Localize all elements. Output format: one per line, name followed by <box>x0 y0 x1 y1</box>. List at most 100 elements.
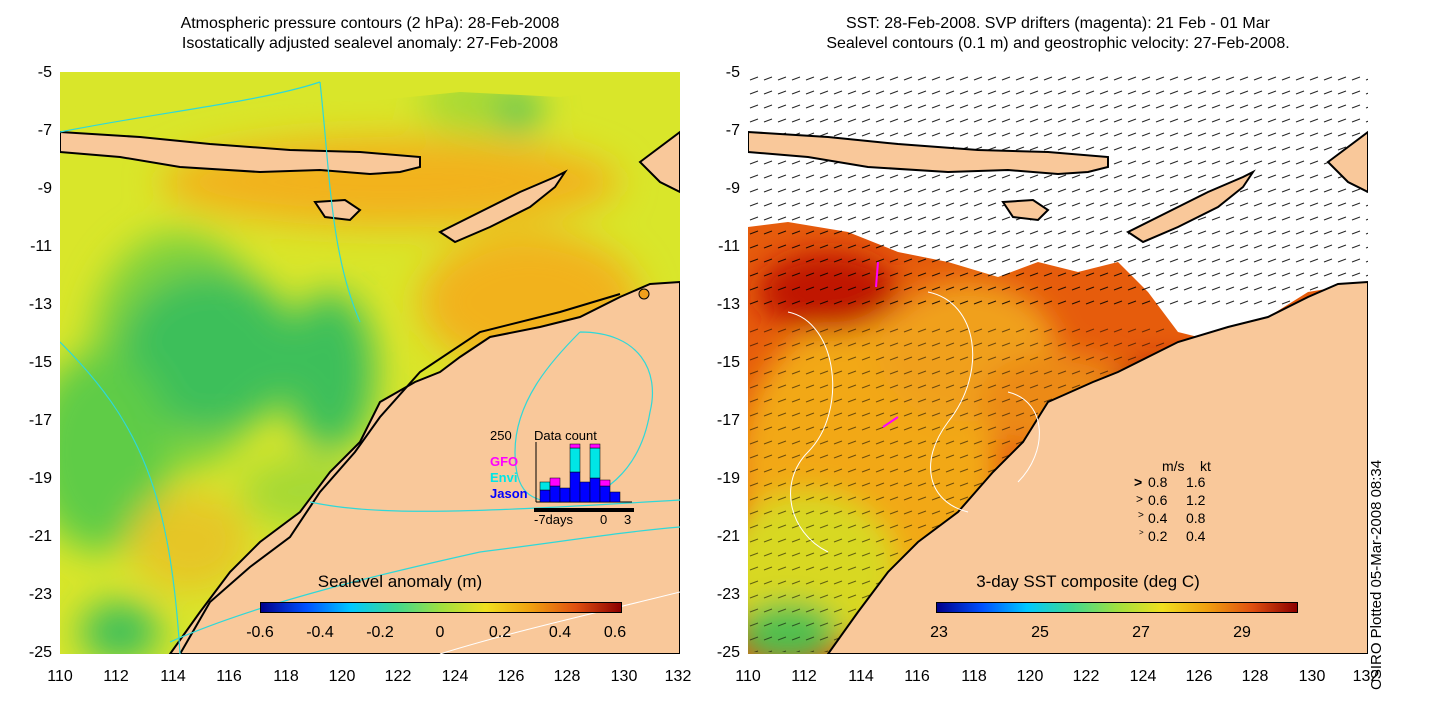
histogram-tick-end: 3 <box>624 512 632 527</box>
left-y-tick-9: -21 <box>28 528 52 545</box>
velocity-kt: 0.4 <box>1186 528 1206 544</box>
left-x-tick-3: 114 <box>160 668 186 685</box>
pressure-contour-5 <box>309 499 680 512</box>
left-map-title: Atmospheric pressure contours (2 hPa): 2… <box>60 14 680 54</box>
right-y-tick-7: -17 <box>716 412 740 429</box>
velocity-arrows-north <box>748 72 1368 312</box>
histogram-axis-band <box>534 508 634 512</box>
left-x-tick-5: 118 <box>273 668 299 685</box>
sealevel-contour-1 <box>787 311 834 553</box>
sla-tick-5: 0.2 <box>488 624 512 641</box>
right-y-tick-9: -21 <box>716 528 740 545</box>
pressure-contour-2 <box>319 81 361 323</box>
velocity-kt: 1.6 <box>1186 474 1206 490</box>
timor-island <box>438 169 568 244</box>
left-title-line2: Isostatically adjusted sealevel anomaly:… <box>181 35 559 52</box>
right-y-tick-8: -19 <box>716 470 740 487</box>
drifter-track-1 <box>875 261 879 288</box>
velocity-ms: 0.8 <box>1148 474 1168 490</box>
data-count-histogram <box>535 442 632 503</box>
left-y-tick-8: -19 <box>28 470 52 487</box>
histogram-tick-zero: 0 <box>600 512 608 527</box>
legend-gfo: GFO <box>490 454 519 469</box>
sealevel-contour-3 <box>1007 391 1040 483</box>
velocity-header-ms: m/s <box>1162 458 1185 474</box>
shelf-contour <box>179 293 621 654</box>
right-x-tick-9: 126 <box>1185 668 1213 685</box>
velocity-arrow-icon: > <box>1136 492 1144 506</box>
sealevel-contour-2 <box>927 291 974 513</box>
banda-islands <box>638 130 680 194</box>
data-count-max: 250 <box>490 428 512 443</box>
timor-island-sst <box>1126 169 1256 244</box>
left-y-tick-1: -5 <box>37 64 52 81</box>
right-map-title: SST: 28-Feb-2008. SVP drifters (magenta)… <box>748 14 1368 54</box>
sla-tick-6: 0.4 <box>548 624 572 641</box>
left-y-tick-6: -15 <box>28 354 52 371</box>
pressure-contour-1 <box>60 81 321 133</box>
sst-tick-4: 29 <box>1233 624 1251 641</box>
left-y-tick-10: -23 <box>28 586 52 603</box>
sla-tick-2: -0.4 <box>306 624 334 641</box>
pressure-contour-3 <box>60 341 181 654</box>
left-x-tick-11: 130 <box>610 668 638 685</box>
sla-tick-1: -0.6 <box>246 624 274 641</box>
right-y-tick-4: -11 <box>718 238 740 255</box>
legend-envi: Envi <box>490 470 518 485</box>
velocity-kt: 1.2 <box>1186 492 1206 508</box>
left-y-tick-11: -25 <box>28 644 52 661</box>
right-title-line1: SST: 28-Feb-2008. SVP drifters (magenta)… <box>846 15 1270 32</box>
pressure-contour-7 <box>439 591 680 654</box>
velocity-ms: 0.2 <box>1148 528 1168 544</box>
right-x-tick-4: 116 <box>904 668 930 685</box>
right-x-tick-11: 130 <box>1298 668 1326 685</box>
sealevel-map-svg <box>60 72 680 654</box>
right-x-tick-8: 124 <box>1129 668 1157 685</box>
left-x-tick-9: 126 <box>497 668 525 685</box>
right-x-tick-3: 114 <box>848 668 874 685</box>
left-title-line1: Atmospheric pressure contours (2 hPa): 2… <box>180 15 560 32</box>
australia-landmass-sst <box>826 280 1368 654</box>
island-marker <box>638 288 650 300</box>
velocity-arrow-icon: > <box>1138 510 1144 521</box>
sst-tick-1: 23 <box>930 624 948 641</box>
right-y-tick-3: -9 <box>725 180 740 197</box>
sst-map: m/s kt > 0.8 1.6 > 0.6 1.2 > 0.4 0.8 > 0… <box>748 72 1368 654</box>
left-x-tick-10: 128 <box>553 668 581 685</box>
australia-landmass <box>168 280 680 654</box>
velocity-arrow-icon: > <box>1134 474 1143 490</box>
sst-tick-3: 27 <box>1132 624 1150 641</box>
velocity-arrow-icon: > <box>1139 528 1144 537</box>
sst-colorbar-title: 3-day SST composite (deg C) <box>976 572 1200 591</box>
right-y-tick-5: -13 <box>716 296 740 313</box>
banda-islands-sst <box>1326 130 1368 194</box>
pressure-contour-6 <box>169 526 680 643</box>
sla-tick-7: 0.6 <box>603 624 627 641</box>
data-count-title: Data count <box>534 428 597 443</box>
right-y-tick-2: -7 <box>725 122 740 139</box>
left-x-tick-12: 132 <box>664 668 692 685</box>
sla-colorbar-title: Sealevel anomaly (m) <box>317 572 483 591</box>
left-y-tick-7: -17 <box>28 412 52 429</box>
right-y-tick-10: -23 <box>716 586 740 603</box>
velocity-header-kt: kt <box>1200 458 1211 474</box>
histogram-tick-start: -7days <box>534 512 574 527</box>
right-y-tick-11: -25 <box>716 644 740 661</box>
right-x-tick-5: 118 <box>961 668 987 685</box>
north-land-strip <box>60 72 680 107</box>
right-x-tick-10: 128 <box>1241 668 1269 685</box>
right-y-tick-6: -15 <box>716 354 740 371</box>
left-y-tick-5: -13 <box>28 296 52 313</box>
plot-credit: CSIRO Plotted 05-Mar-2008 08:34 <box>1368 459 1385 690</box>
sla-colorbar <box>260 602 622 613</box>
legend-jason: Jason <box>490 486 528 501</box>
left-x-tick-8: 124 <box>441 668 469 685</box>
left-x-tick-7: 122 <box>384 668 412 685</box>
indonesia-island-chain <box>60 130 421 176</box>
sumba-island-sst <box>1001 198 1050 222</box>
sst-map-svg <box>748 72 1368 654</box>
right-title-line2: Sealevel contours (0.1 m) and geostrophi… <box>826 35 1290 52</box>
sealevel-anomaly-map: 250 Data count GFO Envi Jason -7days 0 <box>60 72 680 654</box>
right-x-tick-6: 120 <box>1016 668 1044 685</box>
velocity-ms: 0.6 <box>1148 492 1168 508</box>
